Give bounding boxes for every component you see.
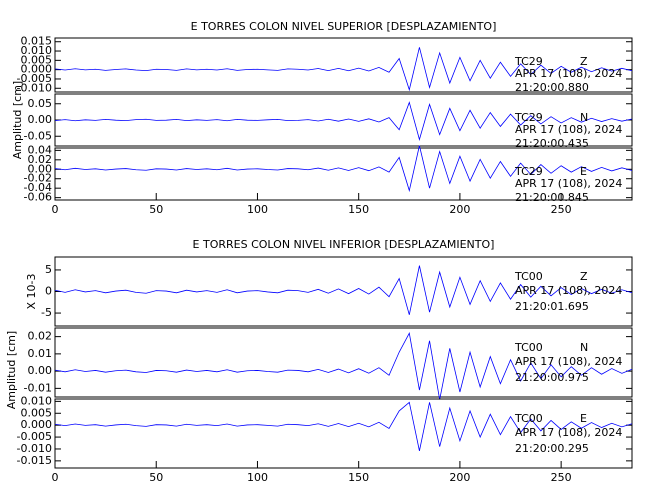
waveform: [54, 401, 633, 451]
y-tick-label: 0.005: [21, 53, 53, 66]
waveform: [54, 145, 633, 193]
y-tick-label: 0.015: [21, 35, 53, 48]
x-tick-label: 100: [247, 471, 268, 484]
y-axis-label: Amplitud [cm]: [11, 81, 24, 159]
y-tick-label: -0.05: [24, 129, 52, 142]
station-label: TC00: [514, 412, 543, 425]
scale-label: X 10-3: [25, 274, 38, 310]
waveform: [54, 101, 633, 141]
station-label: TC00: [514, 341, 543, 354]
y-tick-label: -0.005: [17, 430, 52, 443]
y-tick-label: -0.02: [24, 172, 52, 185]
component-label: Z: [580, 55, 588, 68]
x-tick-label: 150: [348, 471, 369, 484]
y-tick-label: -0.01: [24, 381, 52, 394]
y-tick-label: 0.04: [28, 143, 53, 156]
component-label: Z: [580, 270, 588, 283]
station-label: TC29: [514, 111, 543, 124]
chart-title: E TORRES COLON NIVEL SUPERIOR [DESPLAZAM…: [191, 20, 497, 33]
panel-frame: [54, 37, 633, 93]
x-tick-label: 250: [551, 471, 572, 484]
x-tick-label: 0: [52, 203, 59, 216]
x-tick-label: 50: [149, 471, 163, 484]
station-label: TC00: [514, 270, 543, 283]
time-label: 21:20:00.975: [515, 371, 589, 384]
station-label: TC29: [514, 165, 543, 178]
component-label: N: [580, 111, 588, 124]
y-tick-label: 0.000: [21, 418, 53, 431]
y-tick-label: -0.010: [17, 81, 52, 94]
y-tick-label: 5: [45, 263, 52, 276]
y-tick-label: 0.00: [28, 364, 53, 377]
component-label: E: [580, 165, 587, 178]
y-tick-label: 0.00: [28, 113, 53, 126]
chart-title: E TORRES COLON NIVEL INFERIOR [DESPLAZAM…: [193, 238, 495, 251]
date-label: APR 17 (108), 2024: [515, 123, 622, 136]
time-label: 21:20:00.435: [515, 137, 589, 150]
x-tick-label: 150: [348, 203, 369, 216]
y-tick-label: 0.00: [28, 162, 53, 175]
time-label: 21:20:01.695: [515, 300, 589, 313]
y-tick-label: -0.015: [17, 454, 52, 467]
y-tick-label: 0.005: [21, 406, 53, 419]
y-tick-label: 0.000: [21, 63, 53, 76]
panel-frame: [54, 147, 633, 201]
component-label: N: [580, 341, 588, 354]
station-label: TC29: [514, 55, 543, 68]
x-tick-label: 0: [52, 471, 59, 484]
panel-frame: [54, 327, 633, 398]
y-tick-label: 0.01: [28, 347, 53, 360]
y-tick-label: 0.02: [28, 330, 53, 343]
y-tick-label: -0.06: [24, 191, 52, 204]
y-axis-label: Amplitud [cm]: [5, 331, 18, 409]
y-tick-label: -0.005: [17, 72, 52, 85]
y-tick-label: -0.04: [24, 181, 52, 194]
y-tick-label: 0.010: [21, 394, 53, 407]
x-tick-label: 100: [247, 203, 268, 216]
date-label: APR 17 (108), 2024: [515, 355, 622, 368]
y-tick-label: -5: [41, 306, 52, 319]
x-tick-label: 200: [449, 471, 470, 484]
y-tick-label: 0: [45, 285, 52, 298]
panel-frame: [54, 398, 633, 469]
time-label: 21:20:00.845: [515, 191, 589, 204]
time-label: 21:20:00.295: [515, 442, 589, 455]
date-label: APR 17 (108), 2024: [515, 426, 622, 439]
y-tick-label: -0.010: [17, 442, 52, 455]
date-label: APR 17 (108), 2024: [515, 67, 622, 80]
x-tick-label: 200: [449, 203, 470, 216]
date-label: APR 17 (108), 2024: [515, 284, 622, 297]
time-label: 21:20:00.880: [515, 81, 589, 94]
waveform: [54, 47, 633, 92]
x-tick-label: 250: [551, 203, 572, 216]
y-tick-label: 0.05: [28, 97, 53, 110]
x-tick-label: 50: [149, 203, 163, 216]
date-label: APR 17 (108), 2024: [515, 177, 622, 190]
y-tick-label: 0.02: [28, 153, 53, 166]
waveform: [54, 331, 633, 400]
y-tick-label: 0.010: [21, 44, 53, 57]
waveform: [54, 265, 633, 315]
component-label: E: [580, 412, 587, 425]
